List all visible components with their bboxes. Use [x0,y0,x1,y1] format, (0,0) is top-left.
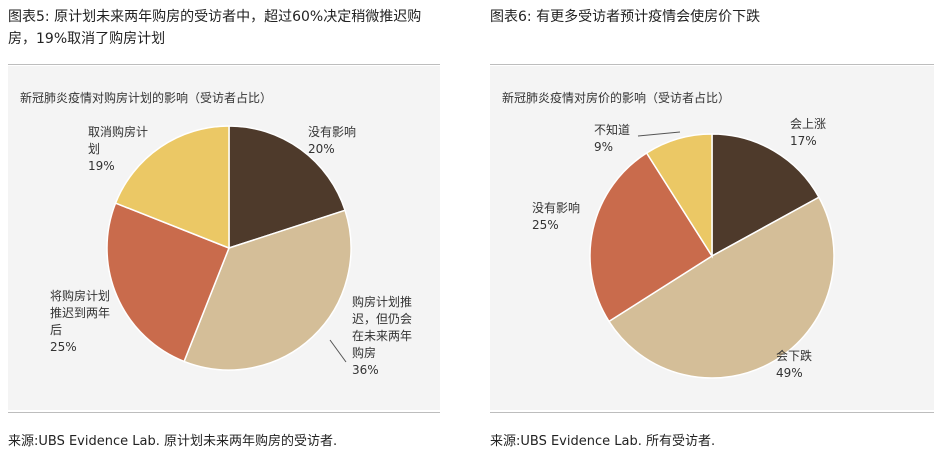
chart6-label-line: 会下跌 [776,348,812,363]
chart6-label-line: 没有影响 [532,200,580,215]
chart6-slice-3 [589,151,714,323]
figure-5-bottom-rule [8,412,440,413]
figure-6-pie-chart: 新冠肺炎疫情对房价的影响（受访者占比） 会上涨 17% 会下跌 49% 没有影响 25% 不知… [502,90,835,380]
figure-5-top-rule [8,64,440,65]
figure-6-title: 图表6: 有更多受访者预计疫情会使房价下跌 [490,9,761,25]
figure-6-panel: 图表6: 有更多受访者预计疫情会使房价下跌 新冠肺炎疫情对房价的影响（受访者占比… [482,0,934,468]
chart6-slice-2 [607,196,835,379]
chart5-slice-1 [228,125,346,250]
chart5-slice-4 [114,125,230,250]
chart5-leader-line-2 [329,339,347,363]
chart6-label-2: 会下跌 49% [776,348,812,380]
chart6-label-line: 会上涨 [790,116,826,131]
chart6-label-3: 没有影响 25% [532,200,580,232]
chart5-pct-4: 19% [88,159,115,173]
figure-6-bottom-rule [490,412,934,413]
figure-5-source: 来源:UBS Evidence Lab. 原计划未来两年购房的受访者. [8,434,338,449]
chart5-label-line: 将购房计划 [50,288,110,303]
chart5-pct-2: 36% [352,363,379,377]
chart6-slice-1 [711,133,820,258]
chart5-label-line: 购房计划推 [352,294,412,309]
chart5-pct-1: 20% [308,142,335,156]
chart5-label-line: 后 [50,323,62,337]
chart5-label-line: 在未来两年 [352,329,412,343]
figure-5-pie-chart: 新冠肺炎疫情对购房计划的影响（受访者占比） 没有影响 20% 购房计划推迟，但仍会在未… [20,90,412,377]
chart5-label-line: 划 [88,142,100,156]
chart5-label-line: 推迟到两年 [50,306,110,320]
chart6-pct-1: 17% [790,134,817,148]
chart5-pct-3: 25% [50,340,77,354]
figure-6-source: 来源:UBS Evidence Lab. 所有受访者. [490,434,716,449]
chart6-pct-4: 9% [594,140,613,154]
chart5-slice-3 [106,202,230,363]
chart5-title: 新冠肺炎疫情对购房计划的影响（受访者占比） [20,90,272,105]
chart6-pct-2: 49% [776,366,803,380]
figure-6-top-rule [490,64,934,65]
figure-6-chart-area: 新冠肺炎疫情对房价的影响（受访者占比） 会上涨 17% 会下跌 49% 没有影响 25% 不知… [490,66,934,410]
figure-5-panel: 图表5: 原计划未来两年购房的受访者中，超过60%决定稍微推迟购房，19%取消了… [0,0,440,468]
chart6-label-4: 不知道 9% [594,123,630,154]
chart6-pct-3: 25% [532,218,559,232]
chart6-leader-line-4 [637,131,681,137]
chart6-label-line: 不知道 [594,123,630,137]
chart5-slice-2 [183,209,352,371]
figure-5-chart-area: 新冠肺炎疫情对购房计划的影响（受访者占比） 没有影响 20% 购房计划推迟，但仍会在未… [8,66,440,410]
figure-5-title: 图表5: 原计划未来两年购房的受访者中，超过60%决定稍微推迟购房，19%取消了… [8,9,422,47]
chart6-label-1: 会上涨 17% [790,116,826,148]
chart6-slice-4 [645,133,713,259]
chart5-label-1: 没有影响 20% [308,124,356,156]
chart6-title: 新冠肺炎疫情对房价的影响（受访者占比） [502,90,730,105]
chart5-label-line: 迟，但仍会 [352,312,412,326]
chart5-label-line: 没有影响 [308,124,356,139]
chart5-label-line: 购房 [352,345,376,360]
chart5-label-line: 取消购房计 [88,124,148,139]
